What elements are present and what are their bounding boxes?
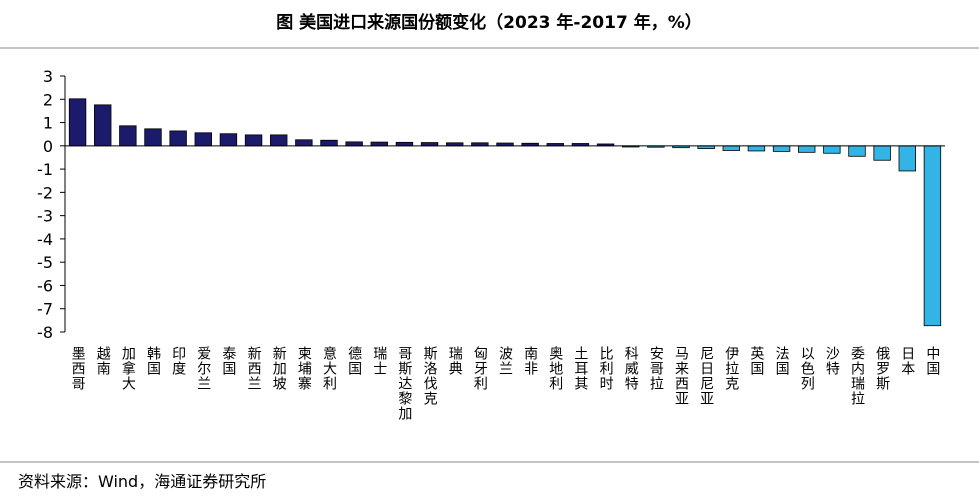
x-tick-label: 越南: [95, 346, 111, 376]
bar: [798, 145, 816, 153]
x-tick-label: 土耳其: [572, 346, 588, 391]
x-tick-label: 比利时: [598, 346, 614, 391]
bar: [747, 145, 766, 152]
y-tick-label: -5: [37, 253, 53, 272]
x-tick-label: 尼日尼亚: [698, 346, 714, 406]
y-tick-label: -4: [37, 230, 53, 249]
bar: [119, 125, 137, 147]
x-tick-label: 瑞典: [447, 346, 463, 376]
source: 资料来源：Wind，海通证券研究所: [18, 472, 266, 491]
x-tick-label: 墨西哥: [70, 346, 86, 391]
x-tick-label: 俄罗斯: [874, 346, 890, 391]
bar: [923, 145, 942, 327]
y-tick-label: 3: [43, 67, 53, 86]
bar: [169, 130, 187, 147]
x-tick-label: 哥斯达黎加: [396, 346, 412, 421]
y-tick-label: -8: [37, 323, 53, 342]
x-tick-label: 柬埔寨: [296, 346, 312, 391]
x-tick-label: 马来西亚: [673, 346, 689, 406]
y-tick-label: 2: [43, 90, 53, 109]
x-tick-label: 德国: [346, 346, 362, 376]
bar: [370, 141, 388, 147]
chart-title: 图 美国进口来源国份额变化（2023 年-2017 年，%）: [276, 12, 701, 33]
y-tick-label: -1: [37, 160, 53, 179]
x-tick-label: 南非: [522, 346, 538, 376]
bar: [219, 133, 238, 147]
x-tick-label: 波兰: [497, 346, 513, 376]
x-tick-label: 加拿大: [120, 346, 136, 391]
bar: [194, 132, 212, 147]
bar: [244, 134, 263, 147]
bar: [395, 141, 414, 147]
y-tick-label: -2: [37, 183, 53, 202]
x-tick-label: 法国: [774, 346, 790, 376]
y-tick-label: 1: [43, 114, 53, 133]
x-tick-label: 意大利: [321, 345, 337, 391]
y-tick-label: -7: [37, 300, 53, 319]
bar: [68, 98, 87, 147]
x-tick-label: 沙特: [824, 346, 840, 376]
x-tick-label: 泰国: [220, 346, 236, 376]
y-tick-label: -6: [37, 276, 53, 295]
bar: [320, 139, 338, 147]
x-tick-label: 新西兰: [246, 346, 262, 391]
bar: [823, 145, 841, 154]
x-tick-label: 爱尔兰: [195, 346, 211, 391]
bar: [848, 145, 866, 157]
bar: [94, 104, 112, 147]
x-tick-label: 日本: [899, 346, 915, 376]
bar: [270, 134, 288, 147]
x-tick-label: 新加坡: [271, 346, 287, 391]
bar: [898, 145, 916, 172]
x-tick-label: 印度: [170, 346, 186, 376]
x-tick-label: 奥地利: [547, 345, 563, 391]
x-tick-label: 安哥拉: [648, 346, 664, 391]
x-tick-label: 伊拉克: [723, 346, 739, 391]
bar: [295, 139, 313, 147]
bar: [144, 128, 162, 147]
x-tick-label: 斯洛伐克: [422, 346, 438, 406]
x-tick-label: 匈牙利: [472, 346, 488, 391]
y-tick-label: -3: [37, 207, 53, 226]
x-tick-label: 委内瑞拉: [849, 346, 865, 406]
y-tick-label: 0: [43, 137, 53, 156]
bar: [722, 145, 740, 151]
x-tick-label: 科威特: [623, 346, 639, 391]
x-tick-label: 以色列: [799, 346, 815, 391]
bar: [345, 141, 363, 147]
bar: [772, 145, 791, 152]
x-tick-label: 英国: [748, 345, 764, 376]
x-tick-label: 中国: [924, 346, 940, 376]
x-tick-label: 瑞士: [371, 346, 387, 376]
x-tick-label: 韩国: [145, 346, 161, 376]
bar: [873, 145, 891, 161]
